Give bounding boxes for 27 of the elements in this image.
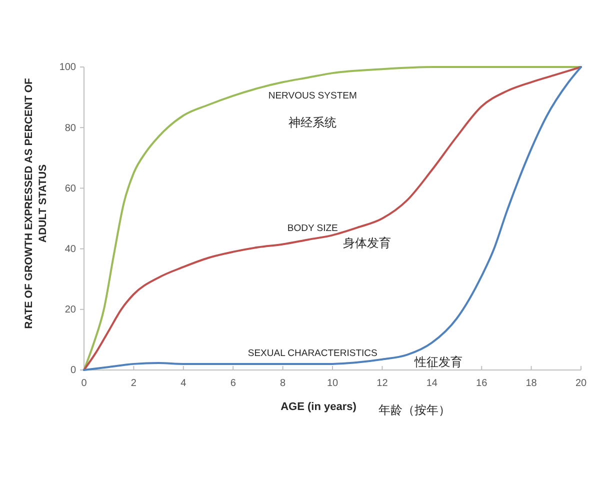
x-tick-label: 20 — [575, 378, 587, 390]
x-tick-label: 2 — [130, 378, 137, 390]
annotation: 性征发育 — [413, 355, 462, 369]
x-tick-label: 18 — [526, 378, 538, 390]
y-tick-label: 60 — [64, 183, 76, 194]
x-axis-title: AGE (in years) — [280, 401, 357, 413]
x-tick-label: 14 — [426, 378, 438, 390]
annotation: 神经系统 — [288, 116, 337, 130]
x-tick-label: 0 — [81, 378, 88, 390]
y-tick-label: 20 — [64, 304, 76, 316]
y-tick-label: 0 — [70, 365, 76, 376]
y-axis-title: RATE OF GROWTH EXPRESSED AS PERCENT OF ADULT STATUS — [23, 77, 49, 329]
x-tick-label: 16 — [476, 378, 488, 390]
series-label: SEXUAL CHARACTERISTICS — [248, 348, 378, 359]
x-tick-label: 6 — [230, 378, 236, 390]
y-tick-label: 80 — [64, 122, 76, 134]
text: 年龄（按年） — [378, 403, 451, 417]
annotation: 身体发育 — [342, 236, 391, 250]
y-tick-label: 100 — [59, 62, 76, 74]
x-tick-label: 8 — [280, 378, 286, 390]
x-tick-label: 4 — [180, 378, 187, 390]
x-tick-label: 12 — [376, 378, 388, 390]
y-tick-label: 40 — [64, 244, 76, 255]
series-label: NERVOUS SYSTEM — [268, 90, 357, 102]
series-label: BODY SIZE — [287, 222, 338, 234]
x-tick-label: 10 — [326, 378, 338, 390]
line-series — [83, 66, 582, 371]
